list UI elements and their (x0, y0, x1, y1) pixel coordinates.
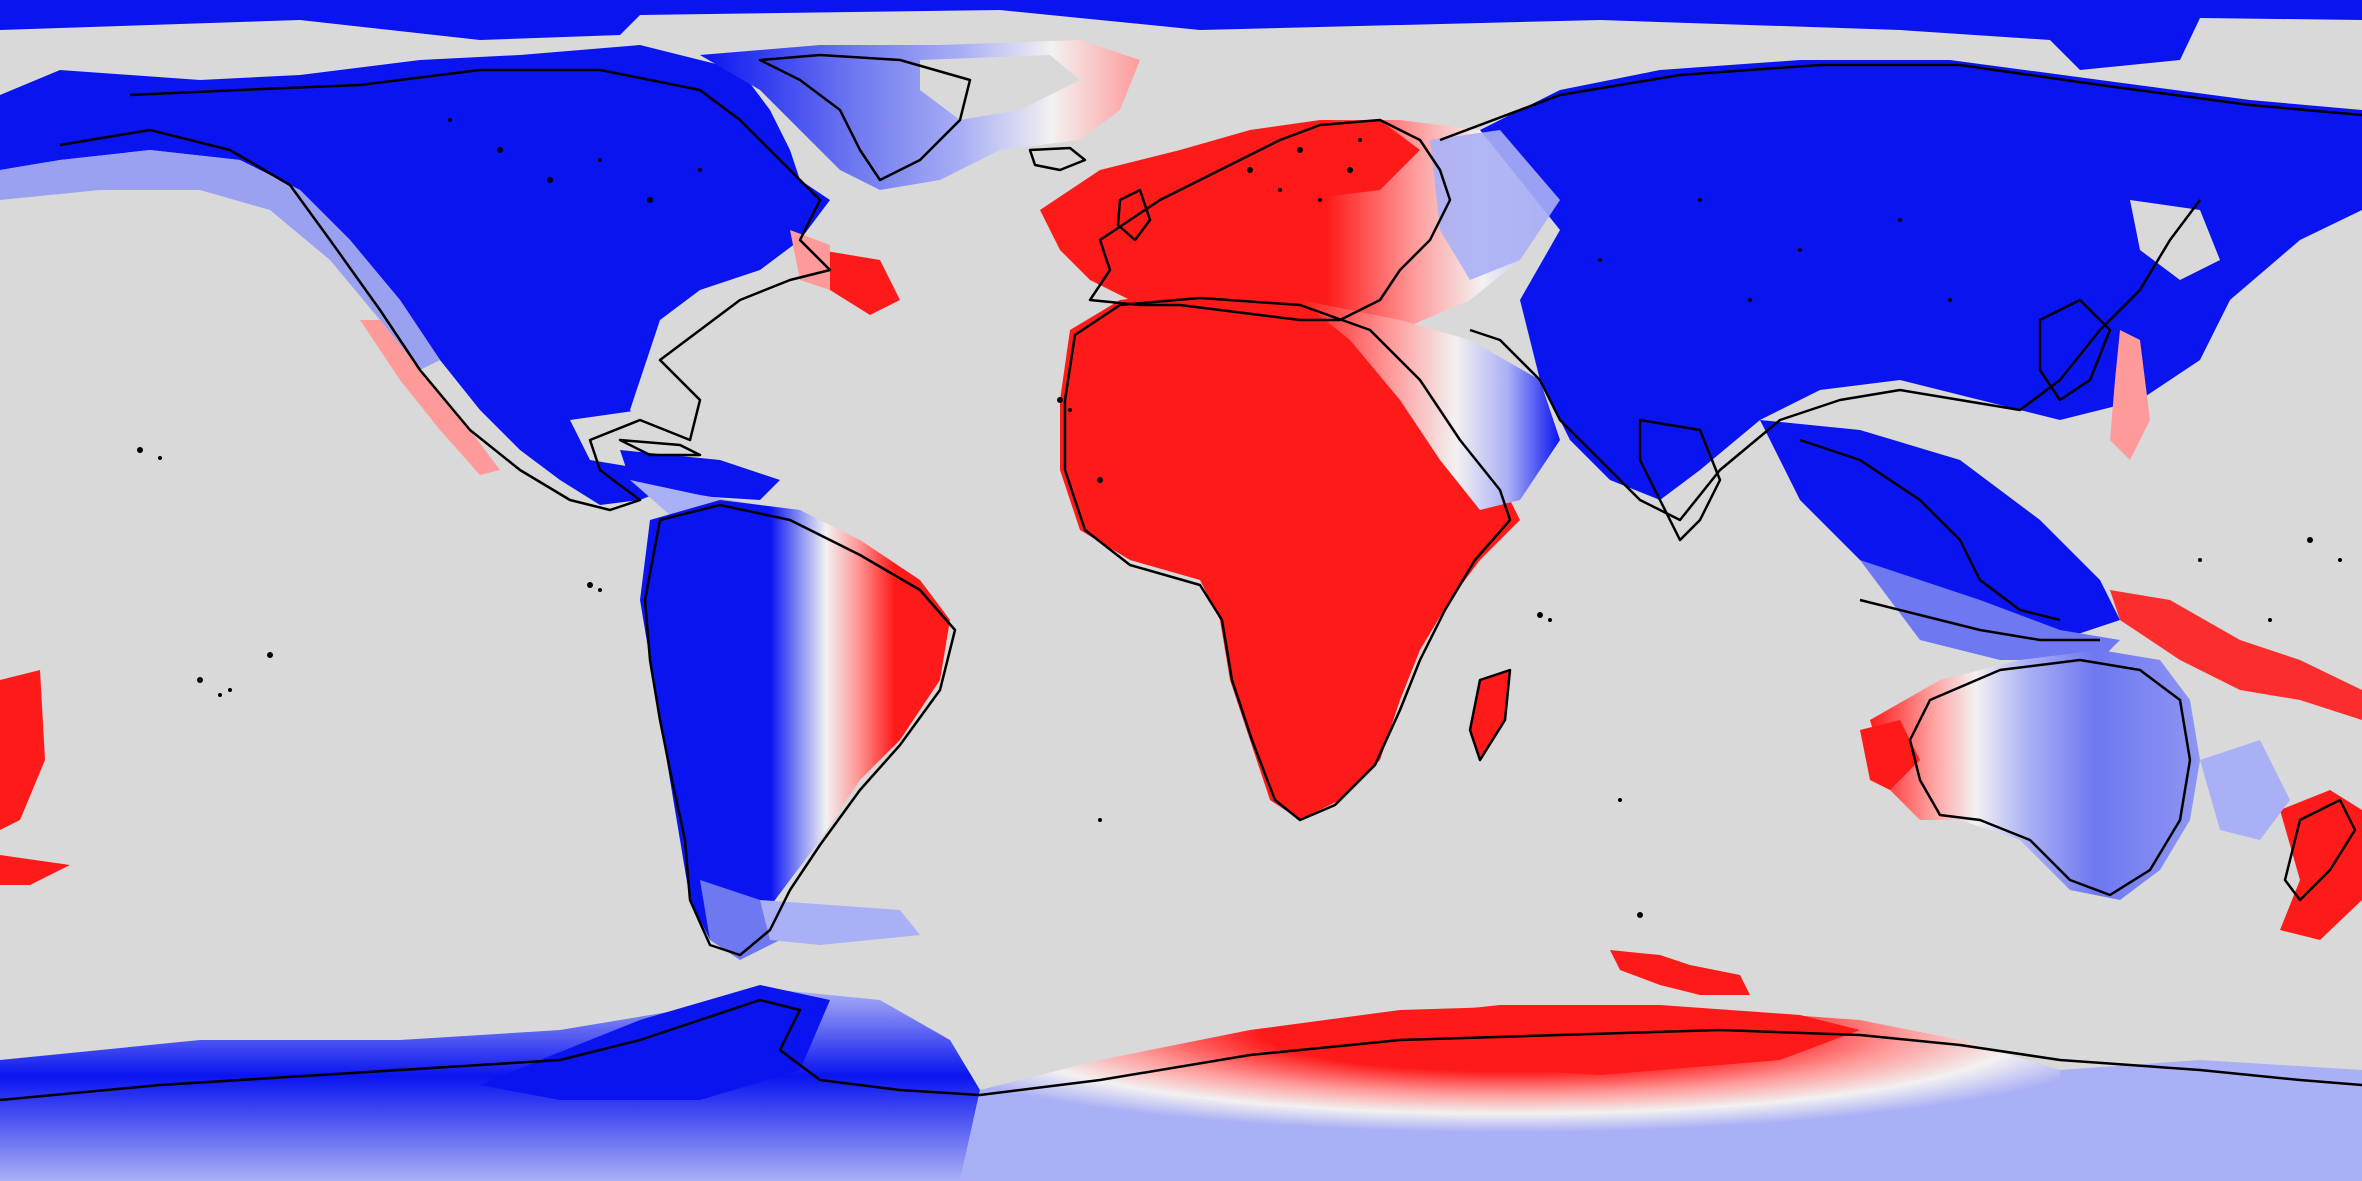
madagascar (1470, 670, 1510, 760)
siberia-light-band (1430, 130, 1560, 280)
indonesia-light (1860, 560, 2120, 660)
south-america-region (640, 500, 950, 950)
arctic-band (0, 0, 2362, 70)
new-zealand-region (2280, 790, 2362, 940)
labrador-red (820, 250, 900, 315)
coastline-madagascar (1468, 668, 1512, 762)
antarctica-far-east (2060, 1060, 2362, 1181)
coastline-australia (1908, 658, 2192, 897)
coastline-greenland (758, 53, 972, 182)
coastline-japan (2038, 298, 2112, 402)
drake-passage-light (760, 900, 920, 945)
middle-east-gradient (1300, 300, 1560, 510)
coastlines (0, 53, 2362, 1102)
labrador-light (790, 230, 830, 290)
southern-ocean-red-islands (1610, 950, 1750, 995)
australia-region (1870, 650, 2200, 900)
coastline-iceland (1028, 146, 1087, 172)
scandinavia-red (1220, 120, 1420, 200)
southeast-asia-region (1760, 420, 2120, 640)
coastline-north-america (59, 68, 832, 512)
coastline-southeast-asia (1799, 438, 2100, 642)
north-america-coast-red (360, 320, 500, 475)
pacific-west-red (0, 670, 45, 830)
coastline-africa (1063, 296, 1512, 822)
north-america-light-band (0, 150, 440, 370)
tasman-blue (2200, 740, 2290, 840)
north-america-region (0, 45, 830, 505)
pacific-islands-red (2110, 590, 2362, 720)
coastline-british-isles (1116, 188, 1152, 242)
japan-coast-red (2110, 330, 2150, 460)
coastline-new-zealand (2283, 798, 2357, 902)
coastline-south-america (643, 503, 957, 957)
antarctica-peninsula-blue (480, 985, 830, 1100)
coastline-india (1638, 418, 1722, 542)
pacific-west-red-bar (0, 855, 70, 885)
africa-region (1060, 290, 1520, 820)
coastline-antarctica (0, 998, 2362, 1102)
coastline-cuba (618, 438, 702, 457)
coastline-asia (1439, 63, 2362, 522)
hudson-bay (560, 190, 660, 270)
island-dots (137, 118, 2342, 918)
antarctica-red-core (1360, 1005, 1860, 1075)
coastline-europe (1088, 118, 1452, 322)
kamchatka-gap (2130, 200, 2220, 280)
greenland-land-gray (920, 55, 1080, 120)
western-australia-red (1860, 720, 1920, 790)
europe-region (1040, 120, 1560, 330)
